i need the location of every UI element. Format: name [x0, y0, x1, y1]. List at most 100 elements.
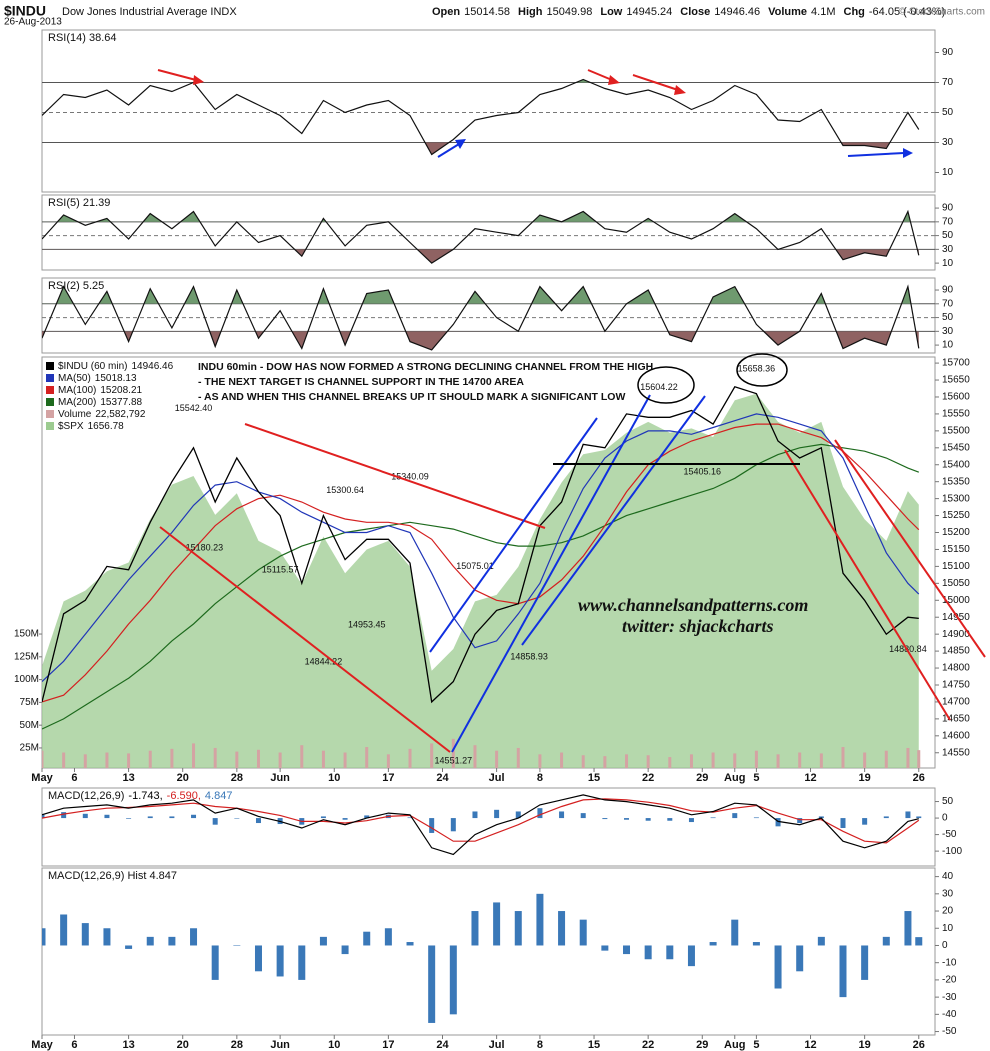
bar [840, 818, 846, 828]
quote-label: Chg [844, 6, 865, 18]
y-tick-label: 90 [942, 285, 954, 296]
arrow [632, 74, 679, 91]
legend-swatch [46, 362, 54, 370]
x-tick-label: 19 [859, 1039, 871, 1051]
note: - AS AND WHEN THIS CHANNEL BREAKS UP IT … [198, 391, 625, 403]
arrow-head [193, 75, 204, 85]
bar [103, 928, 111, 946]
bar [667, 818, 673, 821]
bar [170, 748, 174, 768]
bar [191, 814, 197, 819]
bar [798, 752, 802, 768]
bar [560, 752, 564, 768]
bar [493, 902, 501, 946]
trend-line [834, 439, 986, 658]
arrow [437, 143, 460, 158]
quote-label: Low [600, 6, 622, 18]
price-label: 15658.36 [738, 364, 776, 374]
price-label: 15075.01 [456, 561, 494, 571]
y-tick-label: 70 [942, 216, 954, 227]
trend-line [451, 394, 651, 753]
bar [363, 931, 371, 946]
bar [147, 816, 153, 819]
x-tick-label: 22 [642, 772, 654, 784]
line [42, 423, 920, 703]
bar [688, 818, 694, 823]
arrow [157, 69, 197, 81]
panel-frame [41, 194, 936, 271]
y-tick-label: 50 [942, 796, 954, 807]
legend-entry: MA(200) 15377.88 [58, 397, 143, 408]
y-tick-label: 14550 [942, 747, 970, 758]
legend-value: 15377.88 [100, 397, 142, 408]
bar [235, 751, 239, 768]
volume-tick-label: 50M [20, 720, 39, 731]
arrow [847, 152, 905, 157]
line [42, 284, 920, 351]
y-tick-label: 70 [942, 77, 954, 88]
y-tick-label: -20 [942, 975, 957, 986]
panel-title: RSI(5) 21.39 [48, 197, 110, 209]
bar [127, 753, 131, 768]
bar [105, 752, 109, 768]
panel [42, 893, 923, 1023]
bar [601, 945, 609, 951]
bar [753, 817, 759, 819]
price-label: 15542.40 [175, 403, 213, 413]
bar [168, 936, 176, 946]
price-label: 14844.22 [305, 656, 343, 666]
legend-name: $INDU (60 min) [58, 361, 127, 372]
legend-entry: Volume 22,582,792 [58, 409, 146, 420]
price-label: 15405.16 [684, 466, 722, 476]
x-tick-label: 28 [231, 1039, 243, 1051]
panel-frame [41, 787, 936, 867]
x-tick-label: 24 [436, 772, 449, 784]
bar [775, 818, 781, 827]
y-tick-label: 70 [942, 298, 954, 309]
y-tick-label: 15100 [942, 561, 970, 572]
y-tick-label: 14700 [942, 697, 970, 708]
bar [883, 816, 889, 819]
y-tick-label: -10 [942, 957, 957, 968]
y-tick-label: 15350 [942, 476, 970, 487]
bar [776, 754, 780, 768]
bar [558, 911, 566, 946]
y-tick-label: 30 [942, 137, 954, 148]
bar [319, 936, 327, 946]
bar [320, 816, 326, 819]
volume-tick-label: 150M [14, 629, 39, 640]
credit: © StockCharts.com [899, 7, 985, 18]
bar [732, 813, 738, 819]
bar [343, 752, 347, 768]
y-tick-label: 14750 [942, 680, 970, 691]
bar [83, 754, 87, 768]
bar [711, 752, 715, 768]
y-tick-label: 15500 [942, 426, 970, 437]
y-tick-label: 20 [942, 906, 954, 917]
x-tick-label: 15 [588, 772, 600, 784]
bar [796, 945, 804, 972]
bar [428, 945, 436, 1023]
y-tick-label: 30 [942, 888, 954, 899]
bar [602, 818, 608, 820]
x-tick-label: 24 [436, 1039, 449, 1051]
line [42, 386, 919, 704]
panel-title: MACD(12,26,9) -1.743, -6.590, 4.847 [48, 790, 232, 802]
bar [300, 745, 304, 768]
x-tick-label: 10 [328, 772, 340, 784]
bar [603, 756, 607, 768]
legend-value: 22,582,792 [95, 409, 145, 420]
bar [471, 911, 479, 946]
date: 26-Aug-2013 [4, 17, 62, 28]
line [42, 209, 920, 264]
bar [146, 936, 154, 946]
x-tick-label: May [31, 1039, 53, 1051]
bar [646, 755, 650, 768]
legend-value: 15208.21 [100, 385, 142, 396]
bar [644, 945, 652, 960]
bar [904, 911, 912, 946]
y-tick-label: 15600 [942, 392, 970, 403]
legend-entry: $INDU (60 min) 14946.46 [58, 361, 174, 372]
y-tick-label: 40 [942, 871, 954, 882]
